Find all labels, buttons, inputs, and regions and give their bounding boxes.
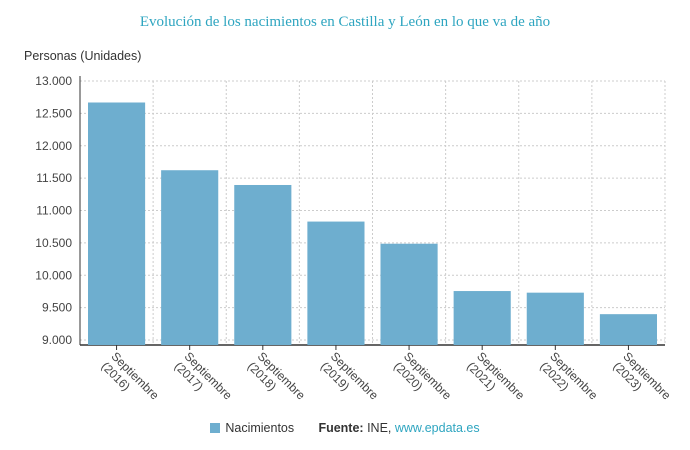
source-link[interactable]: www.epdata.es <box>394 421 480 435</box>
x-tick-label: Septiembre(2020) <box>391 349 454 412</box>
source-label: Fuente: <box>318 421 364 435</box>
bar <box>526 292 584 345</box>
y-tick-label: 9.500 <box>42 301 72 315</box>
bar <box>453 291 511 345</box>
legend-label: Nacimientos <box>225 421 295 435</box>
x-tick-label: Septiembre(2022) <box>537 349 600 412</box>
bar <box>380 243 438 345</box>
source-text: INE, <box>367 421 392 435</box>
bar <box>161 170 219 345</box>
bar <box>88 102 146 345</box>
legend-swatch <box>210 423 221 433</box>
y-tick-label: 9.000 <box>42 333 72 347</box>
y-tick-label: 12.500 <box>35 106 72 120</box>
bar <box>307 221 365 345</box>
y-axis-label: Personas (Unidades) <box>24 49 141 63</box>
y-tick-label: 11.500 <box>36 171 72 185</box>
y-tick-label: 11.000 <box>36 204 72 218</box>
y-tick-label: 10.500 <box>35 236 72 250</box>
x-tick-label: Septiembre(2019) <box>318 349 381 412</box>
x-tick-label: Septiembre(2018) <box>245 349 308 412</box>
x-tick-label: Septiembre(2023) <box>610 349 673 412</box>
chart-title: Evolución de los nacimientos en Castilla… <box>139 14 551 30</box>
x-tick-label: Septiembre(2016) <box>99 349 162 412</box>
bar <box>234 184 292 345</box>
y-tick-label: 13.000 <box>35 74 72 88</box>
y-tick-label: 12.000 <box>35 139 72 153</box>
x-tick-label: Septiembre(2021) <box>464 349 527 412</box>
bar <box>599 314 657 345</box>
y-tick-label: 10.000 <box>35 268 72 282</box>
legend: Nacimientos Fuente: INE, www.epdata.es <box>0 421 690 435</box>
x-tick-label: Septiembre(2017) <box>172 349 235 412</box>
